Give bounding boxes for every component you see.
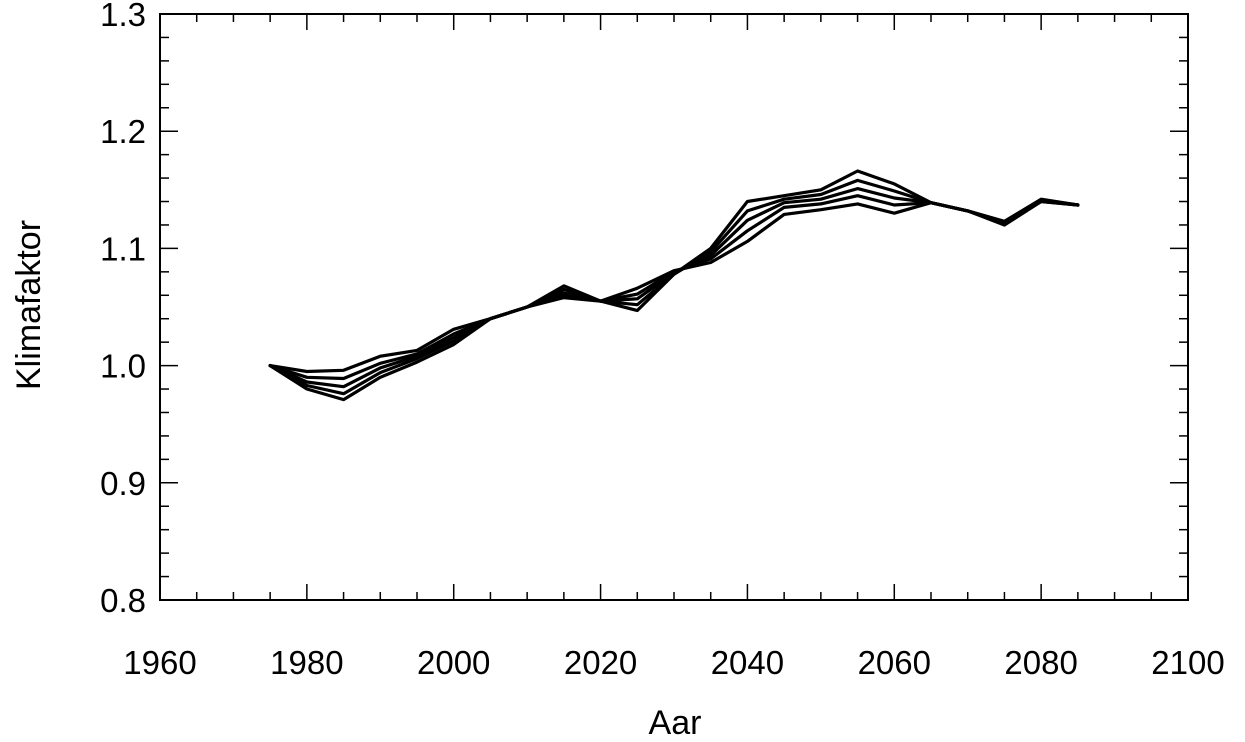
axis-ticks <box>159 13 1189 601</box>
x-tick-label: 2040 <box>711 644 784 681</box>
y-axis-label: Klimafaktor <box>10 220 48 390</box>
plot-frame <box>159 13 1189 601</box>
y-tick-label: 1.3 <box>100 0 146 33</box>
x-tick-label: 2100 <box>1151 644 1224 681</box>
series-line-4 <box>268 194 1080 381</box>
y-tick-label: 0.8 <box>100 582 146 619</box>
x-axis-label: Aar <box>649 704 702 742</box>
x-tick-label: 2060 <box>858 644 931 681</box>
series-line-5 <box>268 199 1080 374</box>
x-tick-label: 2000 <box>417 644 490 681</box>
x-tick-label: 2080 <box>1004 644 1077 681</box>
x-tick-labels: 1960 1980 2000 2020 2040 2060 2080 2100 <box>123 644 1224 681</box>
x-tick-label: 2020 <box>564 644 637 681</box>
series-line-3 <box>268 187 1080 389</box>
y-tick-label: 1.2 <box>100 113 146 150</box>
y-tick-label: 0.9 <box>100 465 146 502</box>
x-tick-label: 1980 <box>270 644 343 681</box>
x-tick-label: 1960 <box>123 644 196 681</box>
y-tick-label: 1.0 <box>100 348 146 385</box>
series-lines <box>268 169 1080 402</box>
plot-area-border <box>159 13 1189 601</box>
y-tick-labels: 0.8 0.9 1.0 1.1 1.2 1.3 <box>100 0 146 619</box>
y-tick-label: 1.1 <box>100 230 146 267</box>
